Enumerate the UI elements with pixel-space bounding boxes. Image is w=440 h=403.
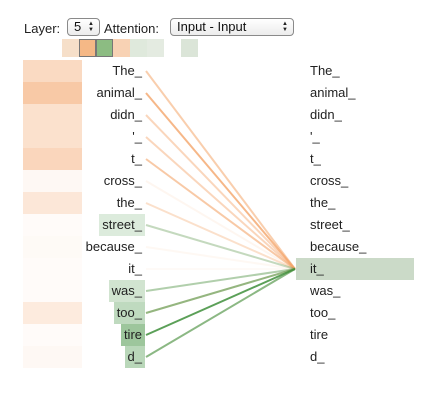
right-token[interactable]: d_	[310, 349, 325, 364]
attention-line-orange	[145, 114, 296, 270]
right-token[interactable]: was_	[310, 283, 341, 298]
attention-line-orange	[145, 136, 296, 270]
attention-line-orange	[145, 70, 296, 270]
left-token[interactable]: animal_	[96, 85, 142, 100]
attention-line-orange	[145, 180, 296, 270]
heatmap-cell	[23, 236, 82, 258]
heatmap-cell	[23, 126, 82, 148]
heatmap-cell	[23, 60, 82, 82]
heatmap-cell	[23, 346, 82, 368]
right-token[interactable]: didn_	[310, 107, 342, 122]
right-token[interactable]: tire	[310, 327, 329, 342]
layer-label: Layer:	[24, 21, 61, 36]
head-swatch-1[interactable]	[62, 39, 79, 57]
heatmap-cell	[23, 148, 82, 170]
heatmap-cell	[23, 192, 82, 214]
heatmap-cell	[23, 280, 82, 302]
attention-line-green	[145, 268, 296, 314]
attention-line-green	[145, 268, 296, 358]
heatmap-cell	[23, 302, 82, 324]
attention-line-orange	[145, 268, 296, 292]
attention-line-green	[145, 268, 296, 292]
layer-select-value: 5	[74, 19, 82, 34]
left-token[interactable]: '_	[132, 129, 142, 144]
left-token[interactable]: was_	[108, 280, 145, 302]
heatmap-cell	[23, 324, 82, 346]
right-token[interactable]: t_	[310, 151, 321, 166]
right-token[interactable]: because_	[310, 239, 367, 254]
right-token[interactable]: street_	[310, 217, 350, 232]
head-swatch-4[interactable]	[113, 39, 130, 57]
layer-select[interactable]: 5 ▲ ▼	[67, 18, 100, 36]
right-token[interactable]: animal_	[310, 85, 356, 100]
heatmap-cell	[23, 214, 82, 236]
heatmap-cell	[23, 170, 82, 192]
right-token[interactable]: cross_	[310, 173, 349, 188]
attention-line-green	[145, 224, 296, 270]
left-token[interactable]: too_	[113, 302, 145, 324]
attention-select[interactable]: Input - Input ▲ ▼	[170, 18, 294, 36]
heatmap-cell	[23, 104, 82, 126]
right-token[interactable]: too_	[310, 305, 336, 320]
right-token[interactable]: The_	[310, 63, 340, 78]
query-token[interactable]: it_	[310, 261, 324, 276]
attention-line-orange	[145, 246, 296, 270]
left-token[interactable]: t_	[131, 151, 142, 166]
head-swatch-5[interactable]	[130, 39, 147, 57]
head-swatch-8[interactable]	[181, 39, 198, 57]
head-swatch-6[interactable]	[147, 39, 164, 57]
select-arrows-icon: ▲ ▼	[282, 21, 288, 33]
left-token[interactable]: didn_	[110, 107, 142, 122]
attention-head-selector	[62, 39, 198, 57]
left-token[interactable]: the_	[116, 195, 142, 210]
attention-select-value: Input - Input	[177, 19, 247, 34]
right-token[interactable]: '_	[310, 129, 320, 144]
head-swatch-7[interactable]	[164, 39, 181, 57]
head-swatch-2[interactable]	[79, 39, 96, 57]
attention-line-orange	[145, 158, 296, 270]
select-arrows-icon: ▲ ▼	[88, 21, 94, 33]
left-token[interactable]: The_	[112, 63, 142, 78]
heatmap-cell	[23, 82, 82, 104]
attention-line-green	[145, 268, 296, 336]
right-token[interactable]: the_	[310, 195, 336, 210]
left-token[interactable]: street_	[99, 214, 145, 236]
left-token[interactable]: because_	[85, 239, 142, 254]
head-swatch-3[interactable]	[96, 39, 113, 57]
query-token-highlight	[296, 258, 414, 280]
left-token[interactable]: it_	[128, 261, 142, 276]
attention-line-orange	[145, 92, 296, 270]
attention-line-orange	[145, 224, 296, 270]
left-token[interactable]: cross_	[103, 173, 142, 188]
attention-line-orange	[145, 202, 296, 270]
heatmap-cell	[23, 258, 82, 280]
left-token[interactable]: tire	[120, 324, 145, 346]
left-token[interactable]: d_	[124, 346, 145, 368]
attention-label: Attention:	[104, 21, 159, 36]
